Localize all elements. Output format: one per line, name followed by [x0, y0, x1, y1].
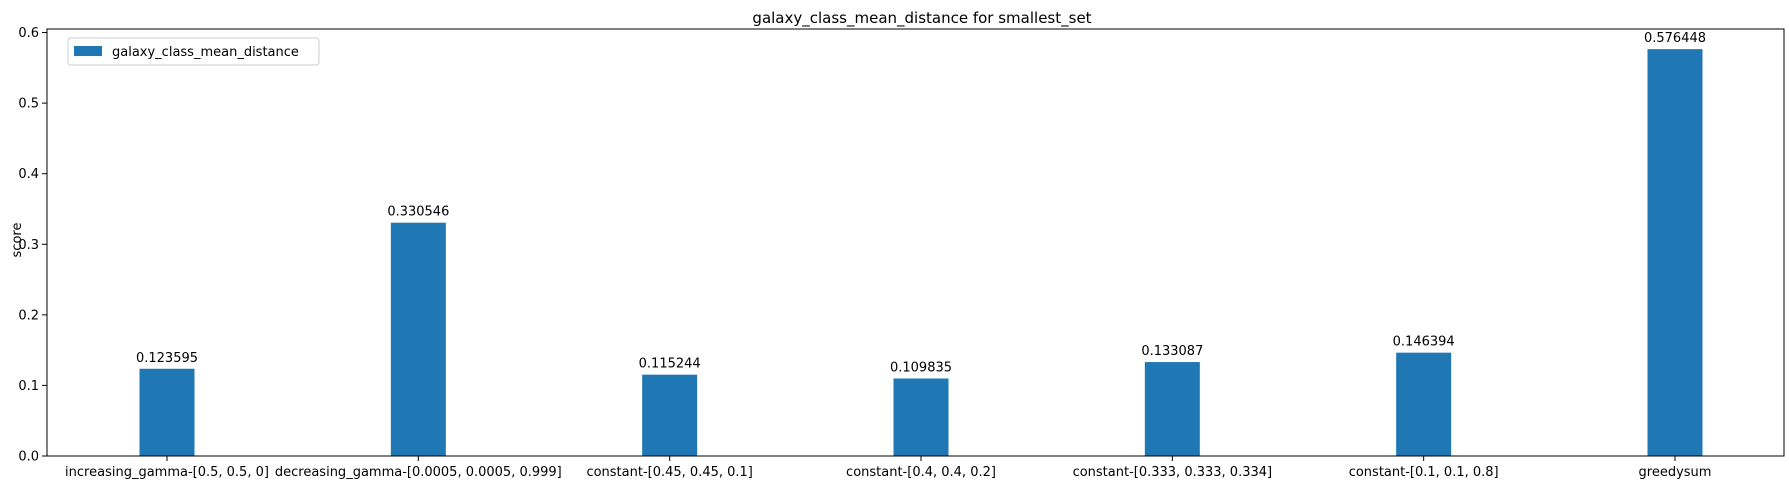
y-axis-label: score — [10, 223, 25, 258]
y-tick-label: 0.6 — [18, 26, 39, 41]
bar — [1647, 49, 1703, 456]
bar — [390, 222, 446, 456]
y-tick-label: 0.4 — [18, 167, 39, 182]
data-label: 0.576448 — [1644, 31, 1706, 46]
data-label: 0.115244 — [639, 357, 701, 372]
bar — [1396, 352, 1452, 456]
bar — [642, 374, 698, 456]
bar — [893, 378, 949, 456]
data-label: 0.123595 — [136, 351, 198, 366]
legend-box — [67, 37, 320, 66]
x-tick-label: decreasing_gamma-[0.0005, 0.0005, 0.999] — [275, 465, 562, 480]
x-tick-label: constant-[0.333, 0.333, 0.334] — [1073, 465, 1273, 480]
legend-label: galaxy_class_mean_distance — [112, 45, 299, 60]
chart-title: galaxy_class_mean_distance for smallest_… — [752, 9, 1091, 28]
y-tick-label: 0.0 — [18, 450, 39, 465]
data-label: 0.330546 — [387, 205, 449, 220]
x-tick-label: constant-[0.45, 0.45, 0.1] — [586, 465, 752, 480]
data-label: 0.146394 — [1393, 335, 1455, 350]
y-tick-label: 0.3 — [18, 238, 39, 253]
bar — [139, 368, 195, 456]
data-label: 0.133087 — [1141, 344, 1203, 359]
x-tick-label: constant-[0.1, 0.1, 0.8] — [1349, 465, 1499, 480]
x-tick-label: constant-[0.4, 0.4, 0.2] — [846, 465, 996, 480]
y-tick-label: 0.5 — [18, 97, 39, 112]
legend: galaxy_class_mean_distance — [67, 37, 320, 66]
bar — [1144, 362, 1200, 456]
x-tick-label: increasing_gamma-[0.5, 0.5, 0] — [65, 465, 269, 480]
x-tick-label: greedysum — [1639, 465, 1712, 480]
axes-frame — [46, 28, 1785, 457]
y-tick-label: 0.1 — [18, 379, 39, 394]
plot-area: 0.0 0.1 0.2 0.3 0.4 0.5 0.6 0.123595 increasing_… — [18, 26, 1785, 480]
legend-swatch — [74, 46, 102, 56]
data-label: 0.109835 — [890, 360, 952, 375]
y-tick-label: 0.2 — [18, 308, 39, 323]
